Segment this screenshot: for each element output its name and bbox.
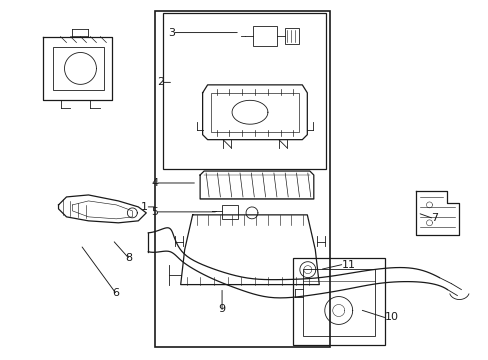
Text: 8: 8 xyxy=(124,253,132,263)
Text: 9: 9 xyxy=(218,305,225,315)
Bar xyxy=(210,93,299,132)
Bar xyxy=(292,258,384,345)
Bar xyxy=(52,46,104,90)
Bar xyxy=(285,28,298,44)
Text: 3: 3 xyxy=(168,28,175,37)
Text: 6: 6 xyxy=(112,288,119,298)
Bar xyxy=(155,11,329,347)
Bar xyxy=(252,26,276,45)
Text: 10: 10 xyxy=(384,312,398,323)
Text: 2: 2 xyxy=(157,77,164,87)
Bar xyxy=(302,269,374,336)
Text: 5: 5 xyxy=(151,207,158,217)
Bar xyxy=(163,13,325,169)
Bar xyxy=(222,205,238,219)
Text: 1: 1 xyxy=(141,202,148,212)
Text: 7: 7 xyxy=(430,213,438,223)
Text: 4: 4 xyxy=(151,178,158,188)
Text: 11: 11 xyxy=(341,260,355,270)
